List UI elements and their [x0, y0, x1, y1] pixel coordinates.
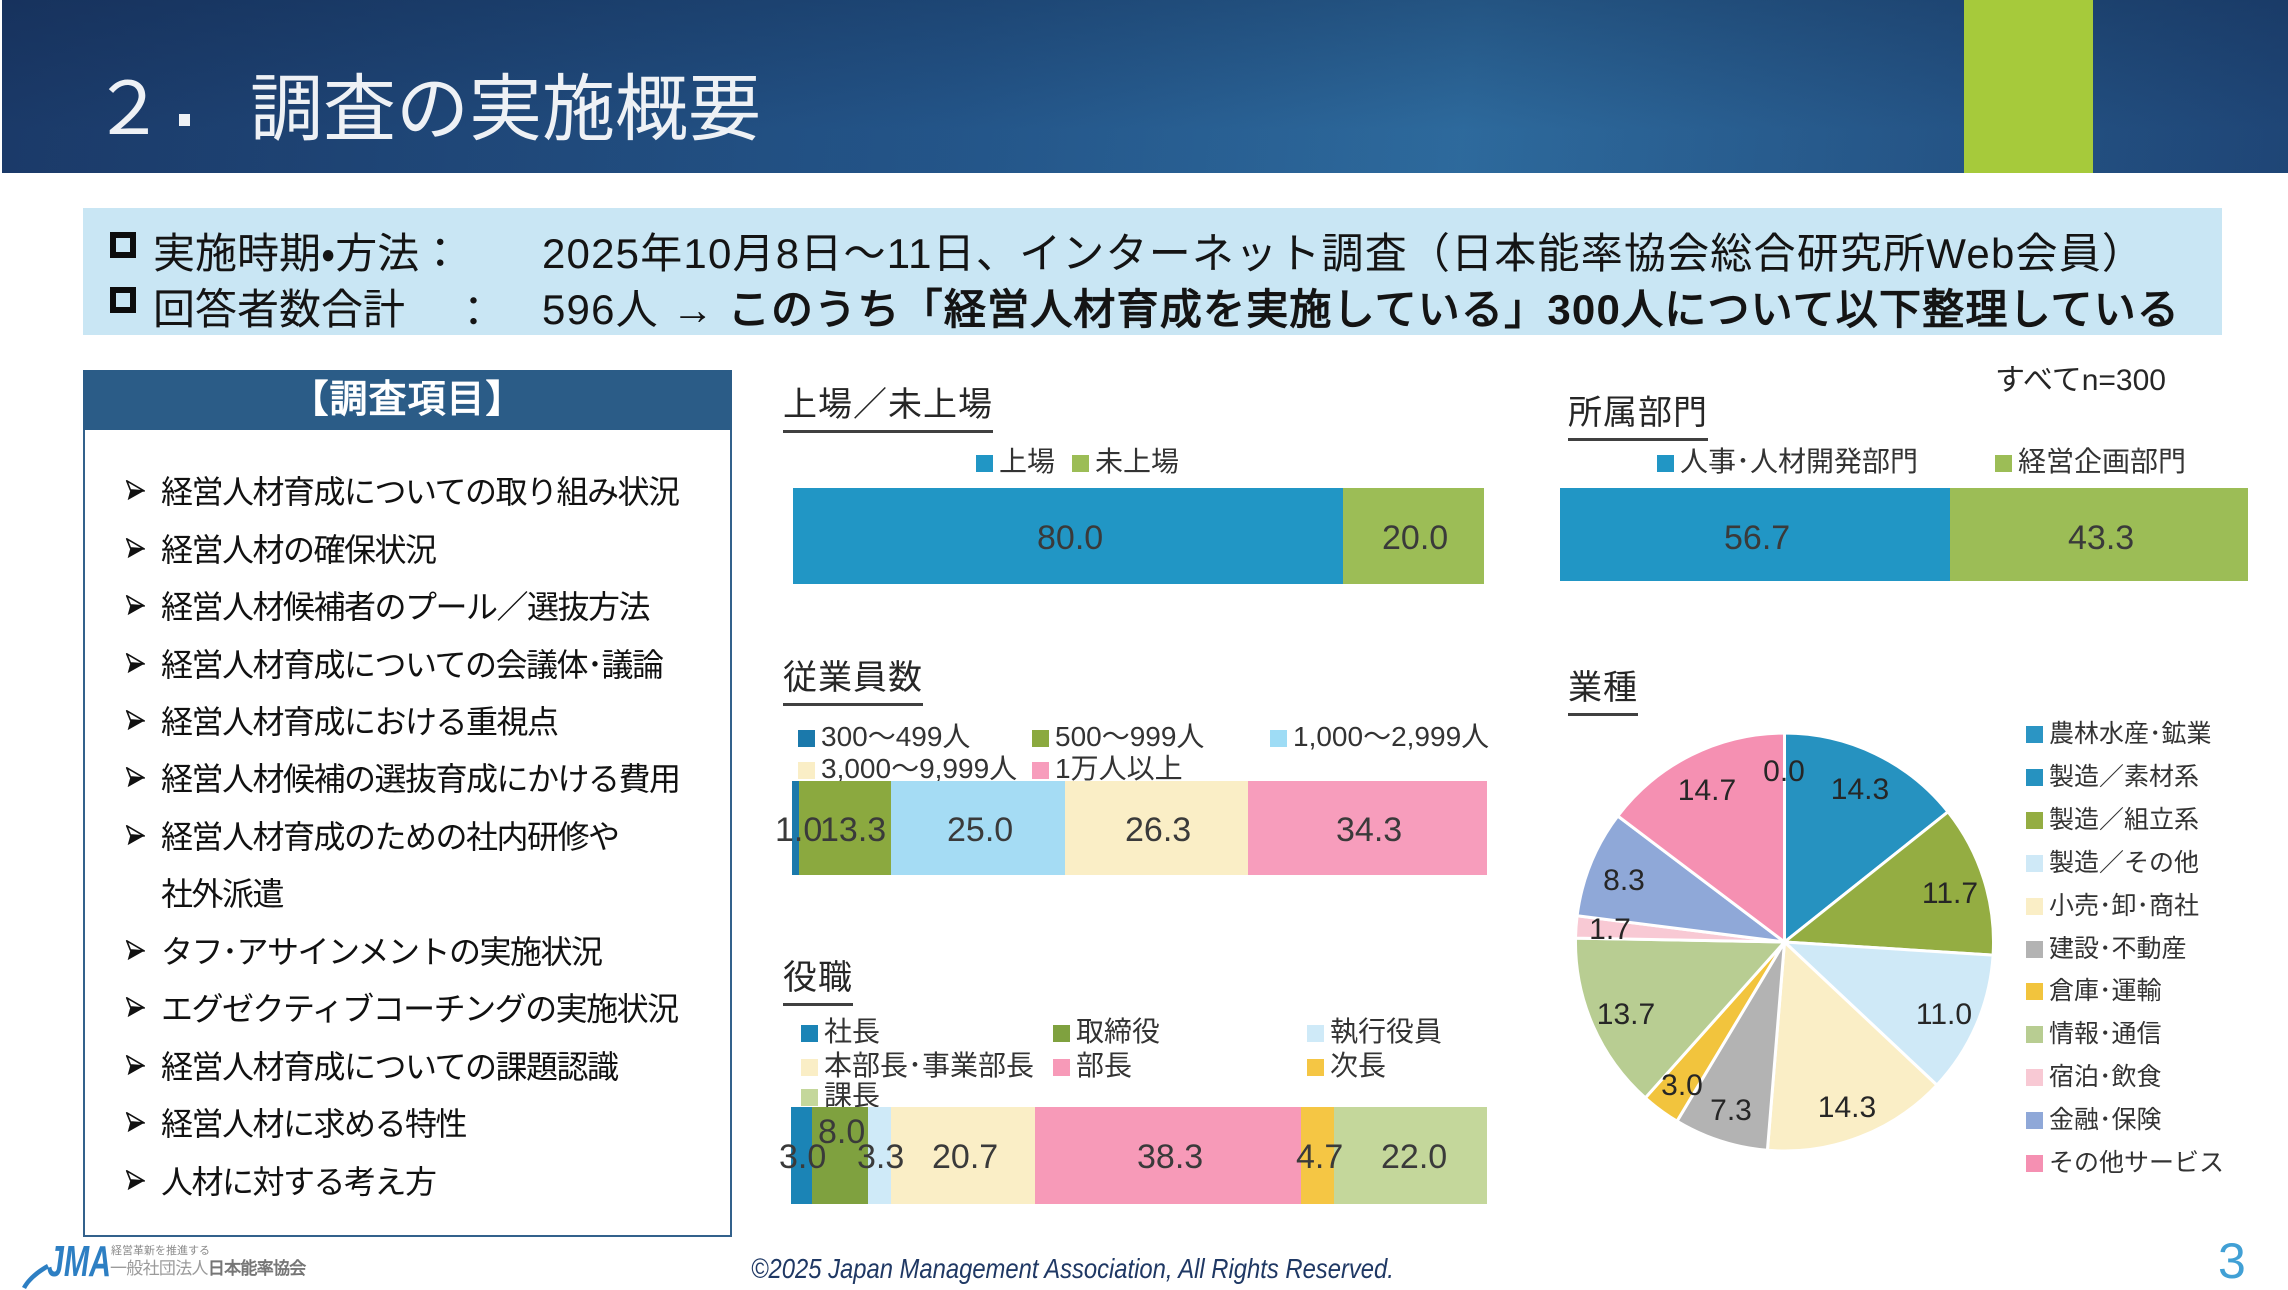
svg-text:7.3: 7.3 [1710, 1094, 1752, 1127]
svg-text:1.7: 1.7 [1589, 913, 1631, 946]
svg-text:3.0: 3.0 [1661, 1069, 1703, 1102]
svg-text:一般社団法人日本能率協会: 一般社団法人日本能率協会 [110, 1258, 307, 1278]
svg-text:14.3: 14.3 [1818, 1091, 1876, 1124]
svg-text:JMA: JMA [47, 1237, 111, 1286]
svg-text:0.0: 0.0 [1763, 755, 1805, 788]
svg-text:14.3: 14.3 [1831, 773, 1889, 806]
svg-text:経営革新を推進する: 経営革新を推進する [111, 1243, 210, 1257]
svg-text:13.7: 13.7 [1597, 998, 1655, 1031]
svg-text:8.3: 8.3 [1603, 864, 1645, 897]
svg-text:11.7: 11.7 [1922, 877, 1978, 910]
svg-text:11.0: 11.0 [1916, 998, 1972, 1031]
svg-text:14.7: 14.7 [1678, 774, 1736, 807]
